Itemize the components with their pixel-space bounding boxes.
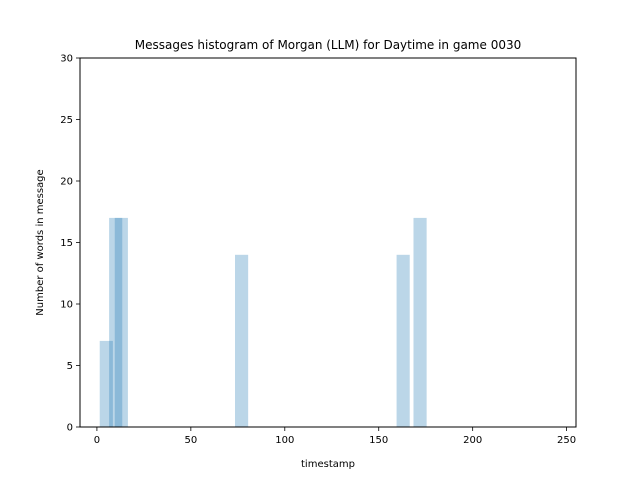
x-axis-ticks: 0 50 100 150 200 250 xyxy=(94,427,576,446)
y-tick-label-15: 15 xyxy=(60,238,73,249)
y-axis-ticks: 0 5 10 15 20 25 30 xyxy=(60,54,80,434)
x-tick-label-0: 0 xyxy=(94,435,100,446)
y-axis-label: Number of words in message xyxy=(35,169,46,315)
y-tick-label-25: 25 xyxy=(60,115,73,126)
x-tick-label-200: 200 xyxy=(463,435,482,446)
y-tick-label-0: 0 xyxy=(67,423,73,434)
x-tick-label-150: 150 xyxy=(369,435,388,446)
bar-3 xyxy=(235,254,249,427)
x-tick-label-50: 50 xyxy=(184,435,197,446)
y-tick-label-5: 5 xyxy=(67,361,73,372)
x-tick-label-100: 100 xyxy=(275,435,294,446)
bars-layer xyxy=(99,217,427,427)
y-tick-label-10: 10 xyxy=(60,300,73,311)
bar-1 xyxy=(109,217,123,427)
x-axis-label: timestamp xyxy=(301,459,355,470)
chart-title: Messages histogram of Morgan (LLM) for D… xyxy=(135,38,521,52)
y-tick-label-20: 20 xyxy=(60,177,73,188)
y-tick-label-30: 30 xyxy=(60,54,73,65)
plot-frame xyxy=(79,57,577,428)
bar-4 xyxy=(396,254,410,427)
bar-5 xyxy=(413,217,427,427)
bar-2 xyxy=(114,217,128,427)
x-tick-label-250: 250 xyxy=(557,435,576,446)
bar-0 xyxy=(99,340,113,427)
